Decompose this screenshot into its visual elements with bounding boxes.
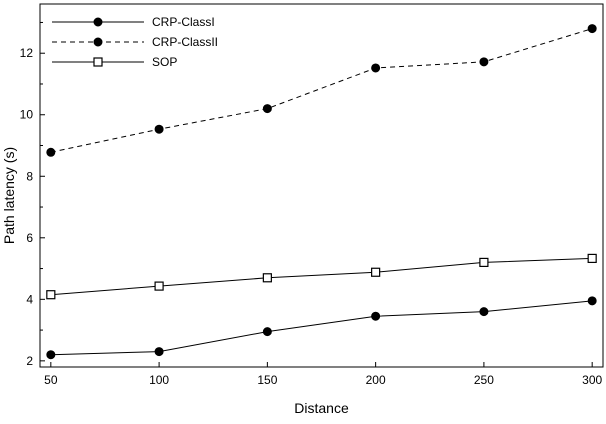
data-point-sop (371, 267, 381, 277)
series-line-sop (50, 257, 593, 296)
series-sop (46, 253, 597, 300)
legend-label: SOP (152, 55, 177, 69)
legend-label: CRP-ClassII (152, 35, 218, 49)
data-point-crp-classii (46, 147, 56, 157)
legend: CRP-ClassI CRP-ClassII SOP (52, 15, 218, 69)
legend-marker (93, 57, 103, 67)
x-tick-label: 200 (366, 373, 386, 387)
x-tick-label: 150 (257, 373, 277, 387)
y-tick-label: 12 (20, 46, 34, 60)
y-tick-label: 2 (26, 354, 33, 368)
legend-marker (93, 17, 103, 27)
legend-item-sop: SOP (52, 55, 177, 69)
y-axis-title: Path latency (s) (1, 147, 17, 244)
data-point-crp-classi (479, 307, 489, 317)
data-point-crp-classi (371, 311, 381, 321)
legend-item-crp-classii: CRP-ClassII (52, 35, 218, 49)
data-point-crp-classi (587, 296, 597, 306)
data-point-sop (46, 290, 56, 300)
x-tick-label: 250 (474, 373, 494, 387)
data-point-crp-classii (262, 104, 272, 114)
data-point-sop (154, 281, 164, 291)
data-point-crp-classi (262, 327, 272, 337)
series-lines (46, 24, 597, 360)
data-point-crp-classii (154, 124, 164, 134)
data-point-crp-classii (371, 63, 381, 73)
y-tick-label: 8 (26, 169, 33, 183)
data-point-sop (587, 253, 597, 264)
axes: 50 100 150 200 250 300 2 4 6 8 10 12 (20, 21, 603, 387)
data-point-crp-classii (479, 57, 489, 67)
y-tick-label: 4 (26, 292, 33, 306)
legend-label: CRP-ClassI (152, 15, 215, 29)
legend-item-crp-classi: CRP-ClassI (52, 15, 215, 29)
data-point-crp-classi (154, 347, 164, 357)
data-point-sop (262, 273, 272, 283)
data-point-crp-classii (587, 24, 597, 34)
plot-frame-border (39, 3, 604, 368)
x-tick-label: 100 (149, 373, 169, 387)
x-tick-label: 50 (44, 373, 58, 387)
x-tick-label: 300 (582, 373, 602, 387)
legend-marker (93, 37, 103, 47)
series-crp-classii (46, 24, 597, 157)
data-point-sop (479, 257, 489, 268)
y-tick-label: 10 (20, 108, 34, 122)
y-tick-label: 6 (26, 231, 33, 245)
series-line-crp-classii (50, 28, 593, 153)
series-crp-classi (46, 296, 597, 360)
x-axis-title: Distance (294, 400, 349, 416)
data-point-crp-classi (46, 350, 56, 360)
plot-frame (39, 3, 604, 368)
series-line-crp-classi (50, 300, 593, 356)
